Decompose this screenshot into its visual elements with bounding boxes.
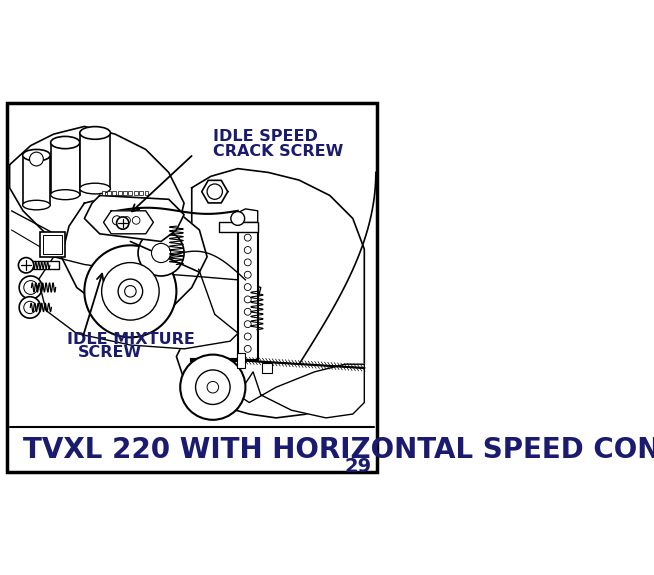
- Bar: [50, 143, 80, 195]
- Circle shape: [245, 296, 251, 303]
- Bar: [139, 191, 143, 196]
- Circle shape: [123, 217, 130, 224]
- Circle shape: [245, 247, 251, 254]
- Circle shape: [245, 234, 251, 241]
- Circle shape: [245, 321, 251, 328]
- Bar: [262, 363, 272, 373]
- Circle shape: [132, 217, 140, 224]
- Circle shape: [245, 346, 251, 352]
- Circle shape: [24, 281, 37, 294]
- Circle shape: [118, 279, 143, 304]
- Circle shape: [245, 308, 251, 315]
- Circle shape: [29, 152, 43, 166]
- Circle shape: [101, 263, 159, 320]
- Bar: [101, 191, 105, 196]
- Circle shape: [152, 243, 171, 263]
- Circle shape: [84, 246, 177, 338]
- Circle shape: [245, 259, 251, 266]
- Bar: [145, 191, 148, 196]
- Circle shape: [19, 297, 41, 318]
- Ellipse shape: [23, 150, 50, 161]
- Bar: [219, 223, 258, 232]
- Ellipse shape: [80, 126, 111, 139]
- Polygon shape: [201, 181, 228, 203]
- Text: IDLE SPEED: IDLE SPEED: [213, 129, 318, 144]
- Bar: [26, 261, 59, 270]
- Polygon shape: [10, 126, 184, 257]
- Polygon shape: [39, 257, 261, 349]
- Polygon shape: [238, 364, 364, 418]
- Bar: [107, 191, 111, 196]
- Circle shape: [181, 355, 245, 420]
- Bar: [118, 191, 122, 196]
- Circle shape: [207, 381, 218, 393]
- Circle shape: [125, 286, 136, 297]
- Bar: [238, 226, 258, 361]
- Bar: [80, 133, 111, 189]
- Bar: [112, 191, 116, 196]
- Circle shape: [245, 271, 251, 278]
- Text: IDLE MIXTURE: IDLE MIXTURE: [67, 332, 195, 347]
- Ellipse shape: [80, 183, 111, 194]
- Circle shape: [138, 230, 184, 276]
- Bar: [128, 191, 132, 196]
- Ellipse shape: [50, 190, 80, 200]
- Circle shape: [231, 212, 245, 225]
- Polygon shape: [84, 196, 184, 241]
- Bar: [237, 352, 245, 368]
- Ellipse shape: [50, 136, 80, 149]
- Circle shape: [112, 216, 122, 225]
- Circle shape: [245, 283, 251, 290]
- Polygon shape: [177, 168, 364, 418]
- Bar: [41, 232, 65, 257]
- Polygon shape: [103, 211, 154, 234]
- Text: CRACK SCREW: CRACK SCREW: [213, 144, 343, 159]
- Text: TVXL 220 WITH HORIZONTAL SPEED CONTROL: TVXL 220 WITH HORIZONTAL SPEED CONTROL: [23, 436, 654, 465]
- Circle shape: [19, 276, 43, 299]
- Bar: [134, 191, 138, 196]
- Polygon shape: [61, 196, 207, 318]
- Circle shape: [24, 301, 36, 313]
- Polygon shape: [238, 209, 258, 223]
- Bar: [123, 191, 127, 196]
- Text: SCREW: SCREW: [78, 345, 142, 360]
- Circle shape: [116, 217, 129, 229]
- Circle shape: [18, 258, 34, 273]
- Bar: [23, 155, 50, 205]
- Bar: [43, 235, 62, 254]
- Circle shape: [245, 333, 251, 340]
- Ellipse shape: [23, 200, 50, 210]
- Circle shape: [196, 370, 230, 404]
- Text: 29: 29: [345, 458, 372, 477]
- Circle shape: [207, 184, 222, 200]
